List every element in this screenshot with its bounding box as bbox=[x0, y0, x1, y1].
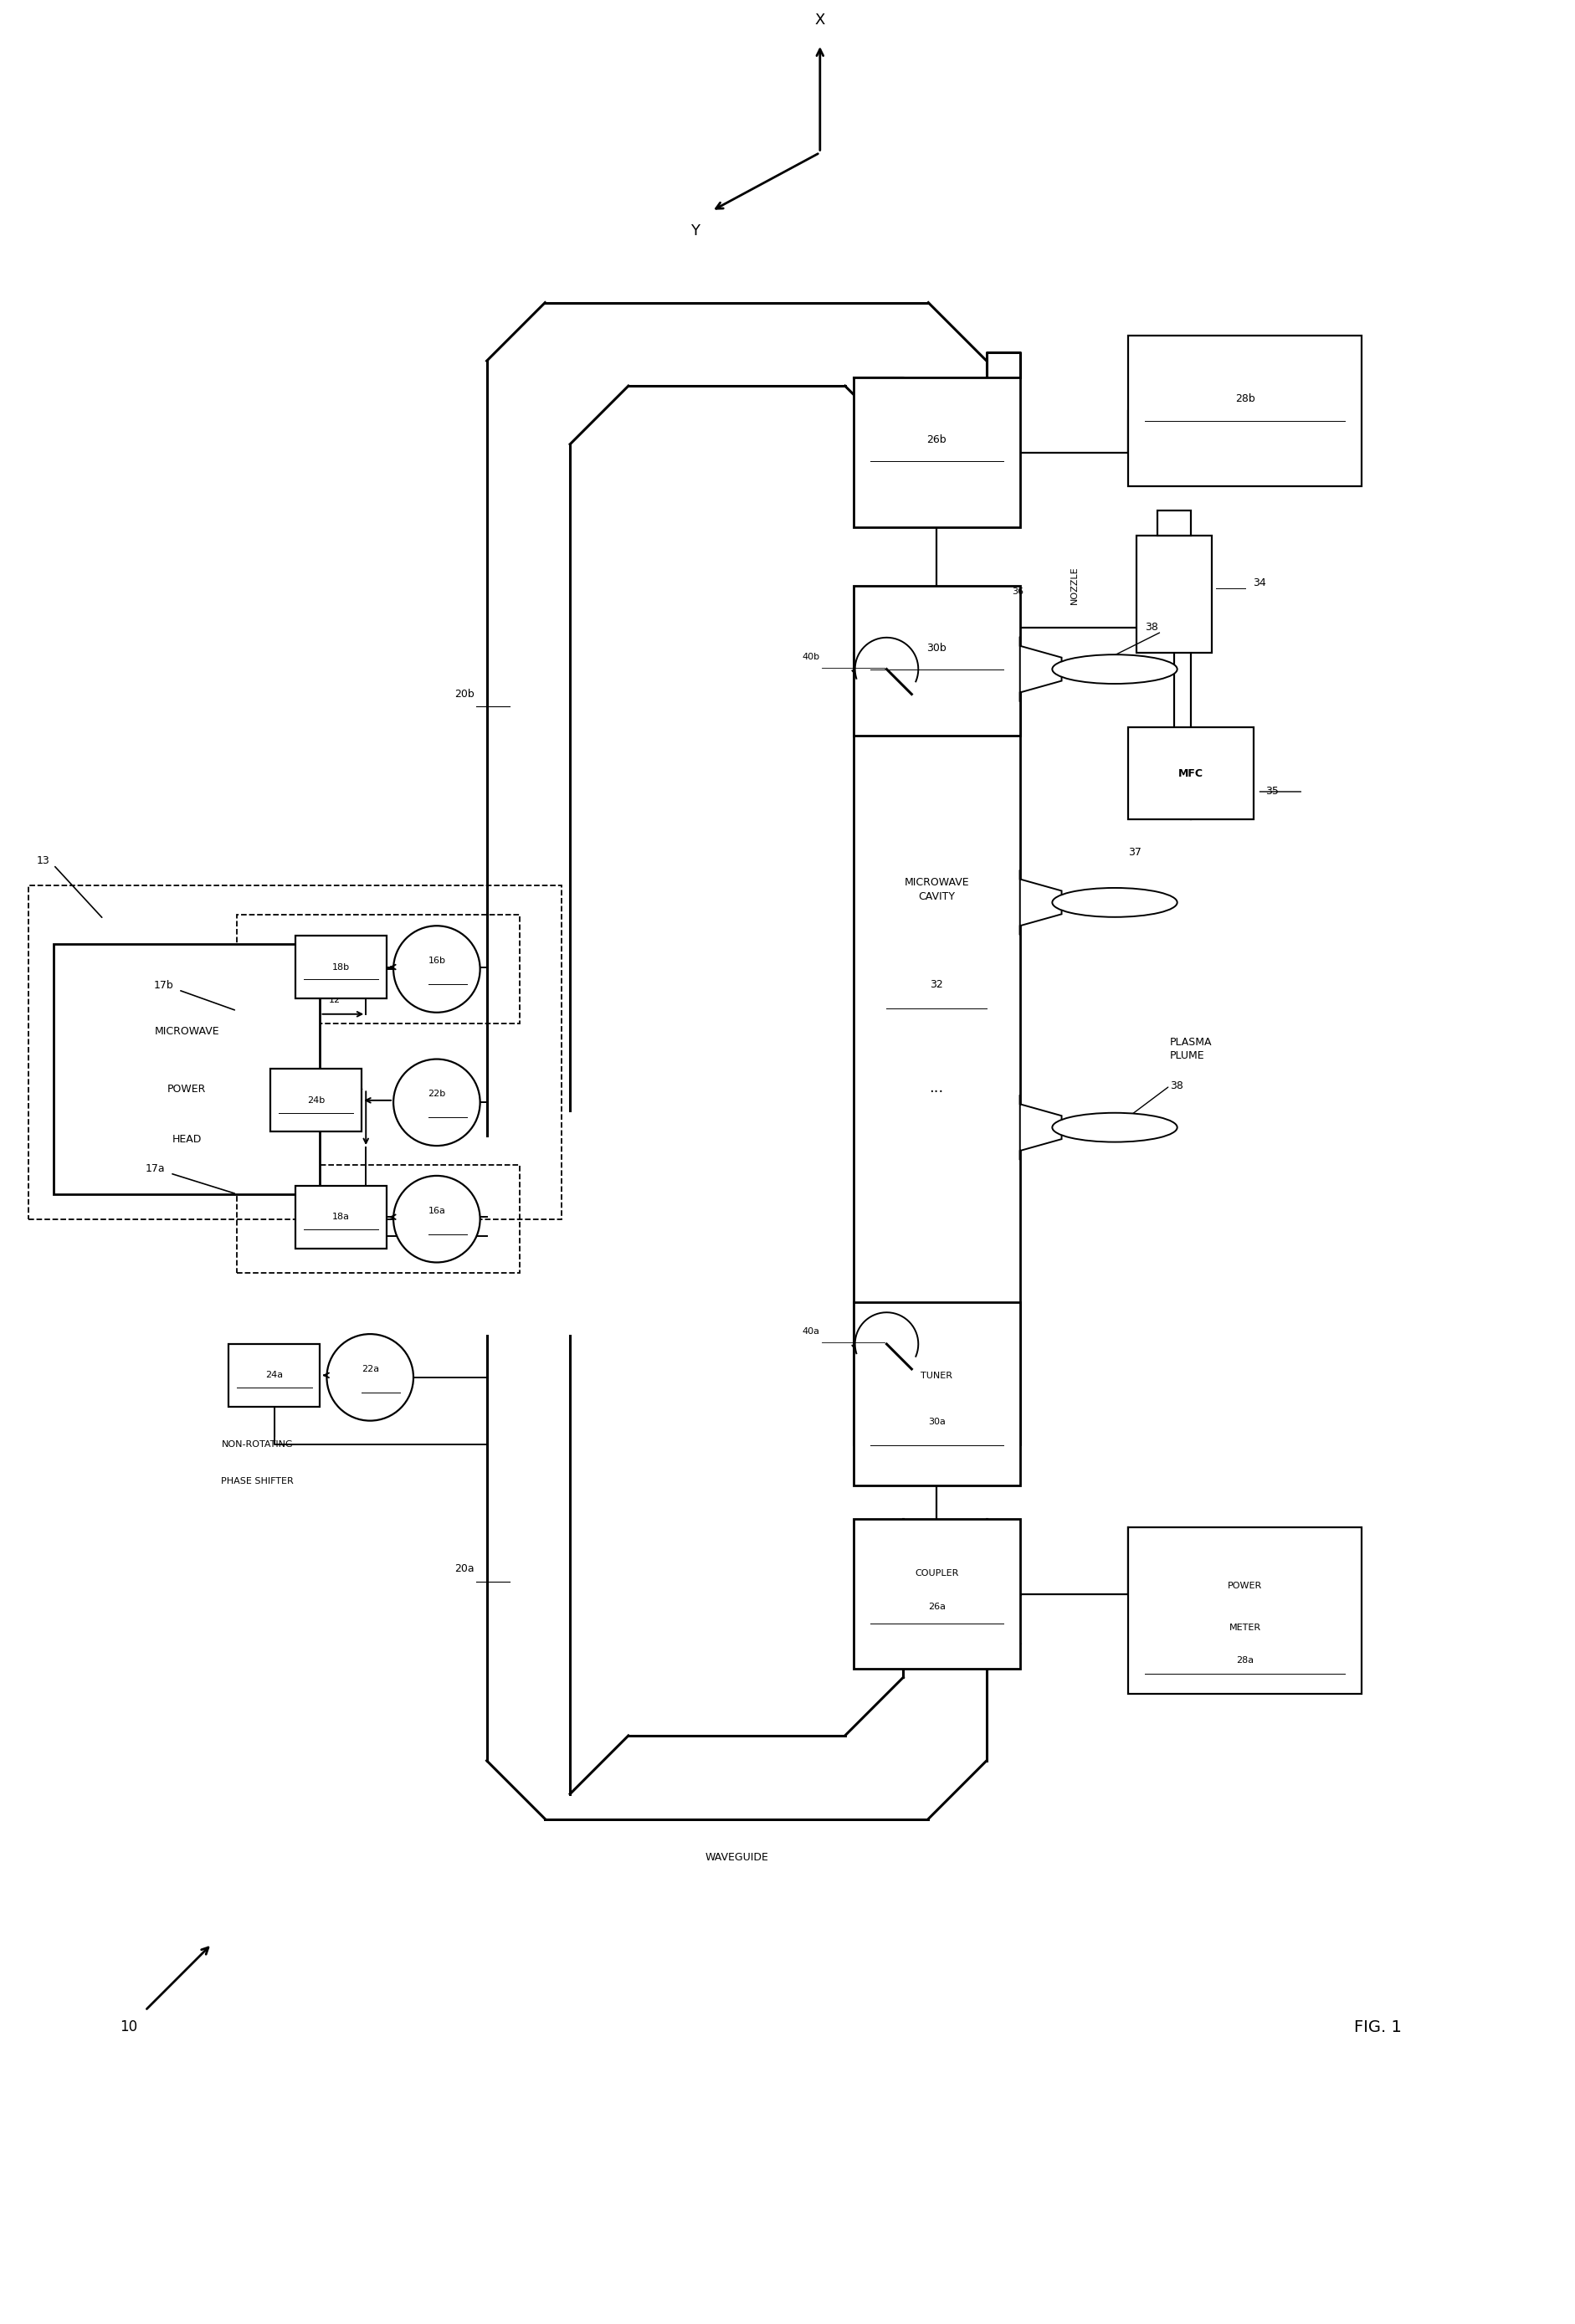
Text: 22a: 22a bbox=[361, 1364, 380, 1373]
Polygon shape bbox=[1021, 1095, 1062, 1160]
Text: 38: 38 bbox=[1170, 1081, 1183, 1092]
Text: MFC: MFC bbox=[1178, 767, 1203, 779]
Ellipse shape bbox=[1052, 888, 1177, 918]
Text: 10: 10 bbox=[120, 2020, 137, 2036]
Bar bbox=[236, 916, 520, 1023]
Text: X: X bbox=[814, 12, 825, 28]
Text: 12: 12 bbox=[329, 995, 340, 1004]
Text: 30a: 30a bbox=[928, 1418, 945, 1425]
Bar bbox=[236, 1164, 520, 1274]
Text: 40b: 40b bbox=[802, 653, 821, 660]
Ellipse shape bbox=[1052, 1113, 1177, 1141]
Text: COUPLER: COUPLER bbox=[915, 1569, 959, 1578]
Bar bbox=[1137, 537, 1211, 653]
Text: NOZZLE: NOZZLE bbox=[1069, 567, 1079, 604]
Bar bbox=[1158, 511, 1191, 537]
Ellipse shape bbox=[1052, 655, 1177, 683]
Text: 22b: 22b bbox=[428, 1090, 446, 1099]
Text: POWER: POWER bbox=[167, 1083, 206, 1095]
Bar bbox=[1128, 1527, 1361, 1694]
Text: Y: Y bbox=[690, 223, 699, 239]
Text: PLASMA
PLUME: PLASMA PLUME bbox=[1170, 1037, 1213, 1060]
Text: MICROWAVE
CAVITY: MICROWAVE CAVITY bbox=[904, 878, 969, 902]
Bar bbox=[854, 1520, 1021, 1669]
Bar bbox=[295, 1185, 387, 1248]
Text: TUNER: TUNER bbox=[921, 1371, 953, 1380]
Text: 18b: 18b bbox=[332, 962, 350, 971]
Text: 24b: 24b bbox=[307, 1097, 324, 1104]
Text: WAVEGUIDE: WAVEGUIDE bbox=[706, 1852, 769, 1864]
Text: 34: 34 bbox=[1254, 576, 1266, 588]
Circle shape bbox=[394, 1060, 480, 1146]
Polygon shape bbox=[1021, 637, 1062, 702]
Bar bbox=[854, 376, 1021, 528]
Bar bbox=[1128, 337, 1361, 486]
Bar bbox=[854, 586, 1021, 737]
Text: 20b: 20b bbox=[454, 688, 474, 700]
Text: ...: ... bbox=[929, 1081, 943, 1095]
Text: 24a: 24a bbox=[266, 1371, 284, 1380]
Text: POWER: POWER bbox=[1227, 1580, 1262, 1590]
Text: 17b: 17b bbox=[153, 981, 173, 992]
Bar bbox=[854, 1301, 1021, 1485]
Text: 18a: 18a bbox=[332, 1213, 350, 1220]
Text: PHASE SHIFTER: PHASE SHIFTER bbox=[222, 1478, 295, 1485]
Text: 26b: 26b bbox=[926, 435, 947, 446]
Bar bbox=[54, 944, 320, 1195]
Bar bbox=[269, 1069, 362, 1132]
Text: HEAD: HEAD bbox=[172, 1134, 202, 1143]
Bar bbox=[854, 653, 1021, 1443]
Text: 16a: 16a bbox=[428, 1206, 446, 1215]
Text: MICROWAVE: MICROWAVE bbox=[154, 1027, 219, 1037]
Text: 17a: 17a bbox=[145, 1164, 165, 1174]
Text: 37: 37 bbox=[1128, 846, 1142, 858]
Text: 36: 36 bbox=[1011, 588, 1024, 595]
Polygon shape bbox=[1021, 869, 1062, 934]
Circle shape bbox=[394, 925, 480, 1013]
Text: 14: 14 bbox=[329, 1071, 340, 1078]
Circle shape bbox=[326, 1334, 413, 1420]
Text: 26a: 26a bbox=[928, 1601, 945, 1611]
Text: 32: 32 bbox=[931, 978, 943, 990]
Text: FIG. 1: FIG. 1 bbox=[1354, 2020, 1402, 2036]
Text: 35: 35 bbox=[1266, 786, 1279, 797]
Text: METER: METER bbox=[1228, 1622, 1262, 1631]
Text: 28b: 28b bbox=[1235, 393, 1255, 404]
Text: 38: 38 bbox=[1145, 623, 1158, 632]
Circle shape bbox=[394, 1176, 480, 1262]
Text: 40a: 40a bbox=[802, 1327, 821, 1336]
Text: NON-ROTATING: NON-ROTATING bbox=[222, 1441, 293, 1448]
Text: 30b: 30b bbox=[926, 644, 947, 653]
Text: 28a: 28a bbox=[1236, 1657, 1254, 1664]
Bar bbox=[28, 885, 562, 1220]
Bar bbox=[1128, 727, 1254, 818]
Bar bbox=[295, 937, 387, 999]
Text: 16b: 16b bbox=[428, 957, 446, 964]
Bar bbox=[228, 1343, 320, 1406]
Text: 20a: 20a bbox=[455, 1564, 474, 1573]
Text: 13: 13 bbox=[36, 855, 50, 867]
